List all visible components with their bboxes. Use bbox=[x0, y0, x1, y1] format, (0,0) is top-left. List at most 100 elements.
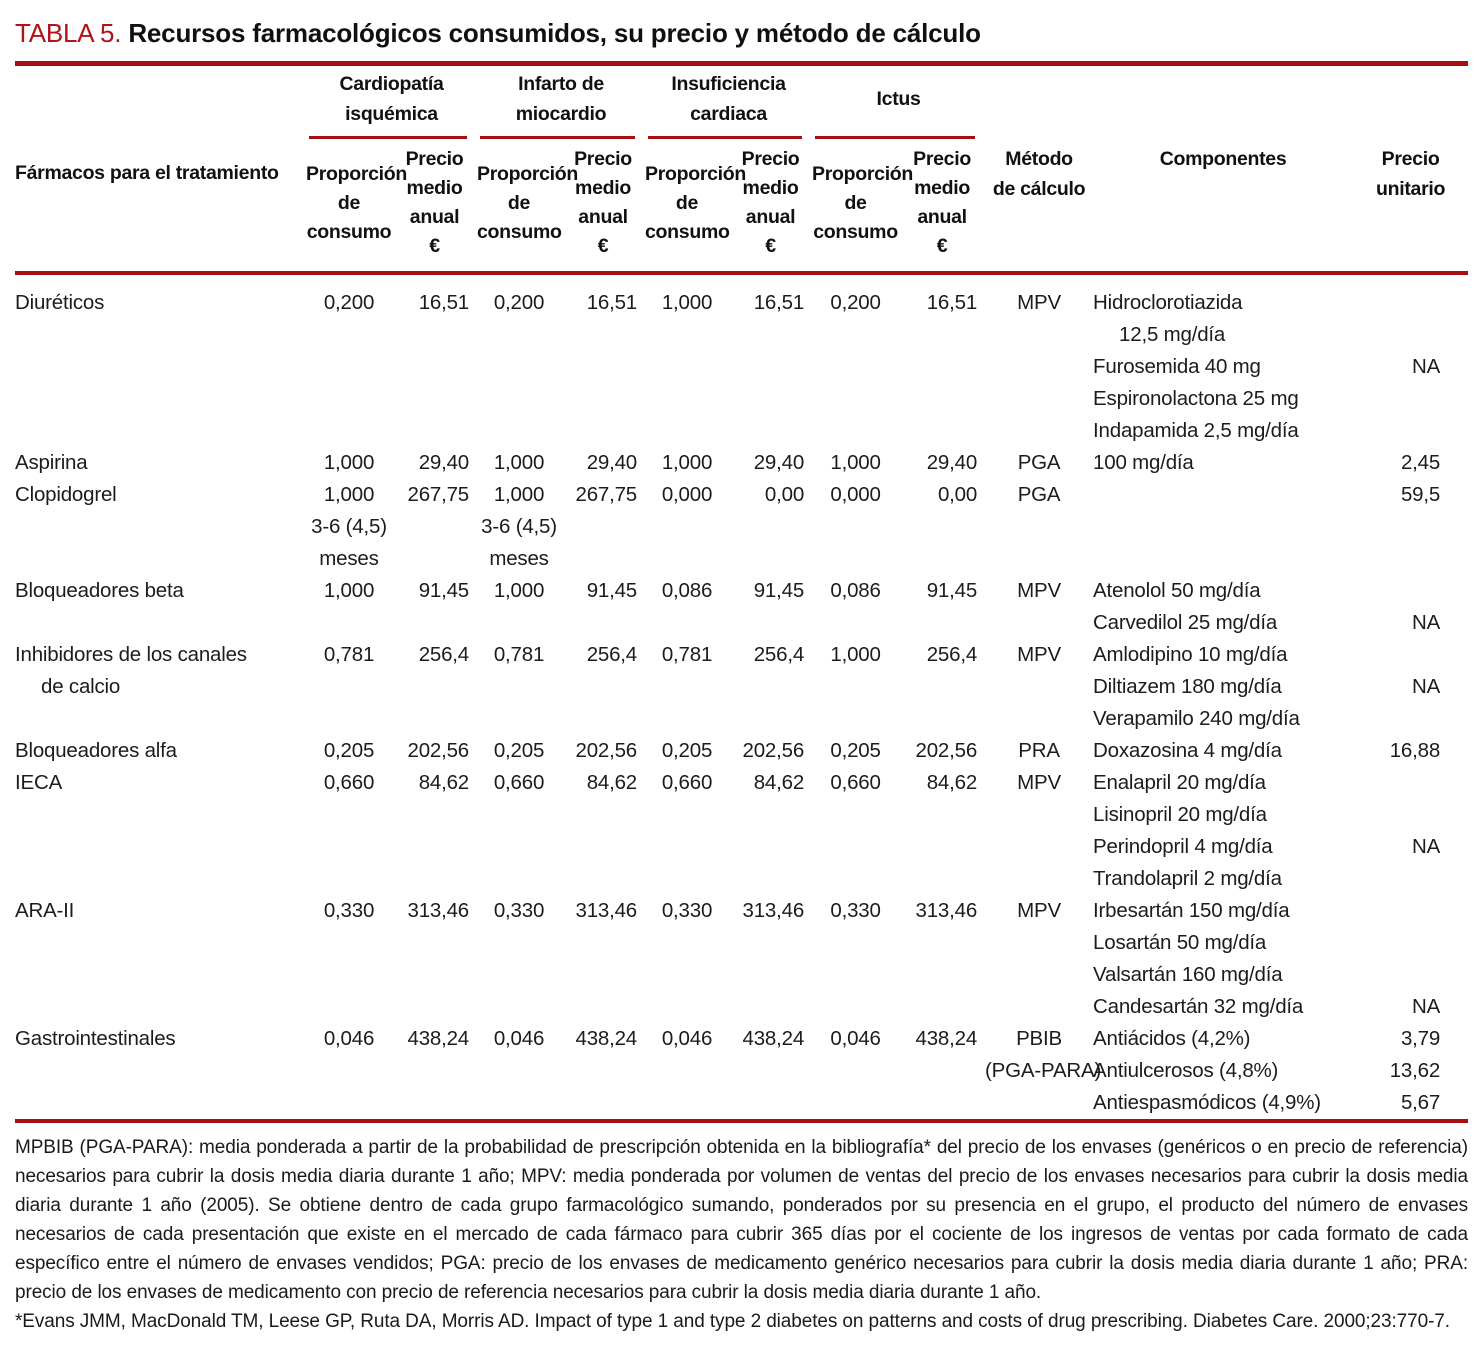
component-name: Valsartán 160 mg/día bbox=[1093, 963, 1283, 986]
calc-method: PGA bbox=[1017, 483, 1061, 506]
divider-footer bbox=[15, 1119, 1468, 1123]
subcolumn-header-proporcion-de-consumo-ictus: Proporción de consumo bbox=[812, 139, 913, 275]
price-value: 91,45 bbox=[753, 579, 805, 602]
component-name: Lisinopril 20 mg/día bbox=[1093, 803, 1267, 826]
price-value bbox=[729, 959, 812, 991]
proportion-value bbox=[477, 671, 561, 703]
calc-method: MPV bbox=[1017, 291, 1061, 314]
price-value bbox=[729, 607, 812, 639]
price-value: 29,40 bbox=[753, 451, 805, 474]
price-value bbox=[392, 863, 477, 895]
group-title: Infarto de miocardio bbox=[515, 73, 607, 125]
drug-name bbox=[15, 959, 306, 991]
component-name: Antiulcerosos (4,8%) bbox=[1093, 1059, 1279, 1082]
group-underline bbox=[480, 136, 636, 139]
price-value: 256,4 bbox=[418, 643, 470, 666]
calc-method bbox=[985, 671, 1093, 703]
calc-method bbox=[985, 511, 1093, 543]
price-value bbox=[392, 959, 477, 991]
calc-method: MPV bbox=[1017, 771, 1061, 794]
proportion-value bbox=[306, 607, 392, 639]
proportion-value bbox=[477, 927, 561, 959]
proportion-value bbox=[812, 319, 899, 351]
group-underline bbox=[815, 136, 976, 139]
table-row: Clopidogrel 1,000 267,75 1,000 267,75 0,000 0,… bbox=[15, 479, 1468, 511]
price-value bbox=[561, 671, 645, 703]
page-title: Recursos farmacológicos consumidos, su p… bbox=[128, 18, 981, 48]
unit-price: 59,5 bbox=[1400, 483, 1441, 506]
unit-price bbox=[1353, 895, 1468, 927]
column-group-infarto-de-miocardio: Infarto de miocardio bbox=[477, 66, 645, 139]
proportion-value bbox=[812, 863, 899, 895]
calc-method: MPV bbox=[1017, 579, 1061, 602]
component-name: Antiácidos (4,2%) bbox=[1093, 1027, 1251, 1050]
proportion-value bbox=[306, 927, 392, 959]
table-row: Carvedilol 25 mg/día NA bbox=[15, 607, 1468, 639]
calc-method bbox=[985, 863, 1093, 895]
proportion-value: 1,000 bbox=[830, 451, 881, 474]
proportion-value: 0,046 bbox=[661, 1027, 713, 1050]
proportion-value bbox=[477, 319, 561, 351]
proportion-value bbox=[645, 1055, 729, 1087]
proportion-value: 0,046 bbox=[493, 1027, 545, 1050]
price-value: 91,45 bbox=[418, 579, 470, 602]
component-name: Antiespasmódicos (4,9%) bbox=[1093, 1091, 1321, 1114]
price-value bbox=[392, 383, 477, 415]
price-value bbox=[392, 607, 477, 639]
price-value: 16,51 bbox=[418, 291, 470, 314]
proportion-value: 0,330 bbox=[661, 899, 713, 922]
price-value: 16,51 bbox=[753, 291, 805, 314]
unit-price: 5,67 bbox=[1400, 1091, 1441, 1114]
price-value bbox=[392, 351, 477, 383]
calc-method bbox=[985, 383, 1093, 415]
table-row: Candesartán 32 mg/día NA bbox=[15, 991, 1468, 1023]
proportion-value: 0,046 bbox=[323, 1027, 375, 1050]
proportion-value bbox=[812, 991, 899, 1023]
proportion-value: 0,205 bbox=[830, 739, 881, 762]
proportion-value bbox=[645, 607, 729, 639]
component-name: Trandolapril 2 mg/día bbox=[1093, 867, 1282, 890]
table-row: ARA-II 0,330 313,46 0,330 313,46 0,330 313,46 0… bbox=[15, 895, 1468, 927]
calc-method bbox=[985, 1087, 1093, 1119]
table-row: Gastrointestinales 0,046 438,24 0,046 438,24… bbox=[15, 1023, 1468, 1055]
proportion-value bbox=[306, 383, 392, 415]
table-row: (PGA-PARA) Antiulcerosos (4,8%) 13,62 bbox=[15, 1055, 1468, 1087]
proportion-value: meses bbox=[319, 547, 379, 570]
proportion-value bbox=[477, 831, 561, 863]
price-value bbox=[392, 799, 477, 831]
proportion-value: 3-6 (4,5) bbox=[481, 515, 557, 538]
calc-method bbox=[985, 351, 1093, 383]
proportion-value bbox=[645, 831, 729, 863]
price-value: 438,24 bbox=[742, 1027, 805, 1050]
proportion-value: 0,330 bbox=[323, 899, 375, 922]
proportion-value bbox=[645, 383, 729, 415]
proportion-value bbox=[812, 543, 899, 575]
proportion-value bbox=[812, 607, 899, 639]
price-value: 267,75 bbox=[575, 483, 638, 506]
price-value: 84,62 bbox=[418, 771, 470, 794]
price-value bbox=[729, 831, 812, 863]
price-value bbox=[561, 799, 645, 831]
proportion-value bbox=[306, 671, 392, 703]
proportion-value bbox=[645, 415, 729, 447]
calc-method: MPV bbox=[1017, 643, 1061, 666]
unit-price: NA bbox=[1411, 355, 1441, 378]
column-group-insuficiencia-cardiaca: Insuficiencia cardiaca bbox=[645, 66, 812, 139]
proportion-value bbox=[812, 703, 899, 735]
table-row: Perindopril 4 mg/día NA bbox=[15, 831, 1468, 863]
proportion-value bbox=[306, 1055, 392, 1087]
price-value bbox=[729, 351, 812, 383]
unit-price bbox=[1353, 703, 1468, 735]
price-value bbox=[561, 863, 645, 895]
drug-name bbox=[15, 351, 306, 383]
proportion-value bbox=[812, 415, 899, 447]
proportion-value: 0,781 bbox=[493, 643, 545, 666]
unit-price bbox=[1353, 927, 1468, 959]
unit-price: NA bbox=[1411, 611, 1441, 634]
price-value bbox=[392, 1087, 477, 1119]
group-title: Insuficiencia cardiaca bbox=[671, 73, 786, 125]
price-value: 438,24 bbox=[915, 1027, 978, 1050]
price-value bbox=[561, 831, 645, 863]
price-value bbox=[561, 383, 645, 415]
